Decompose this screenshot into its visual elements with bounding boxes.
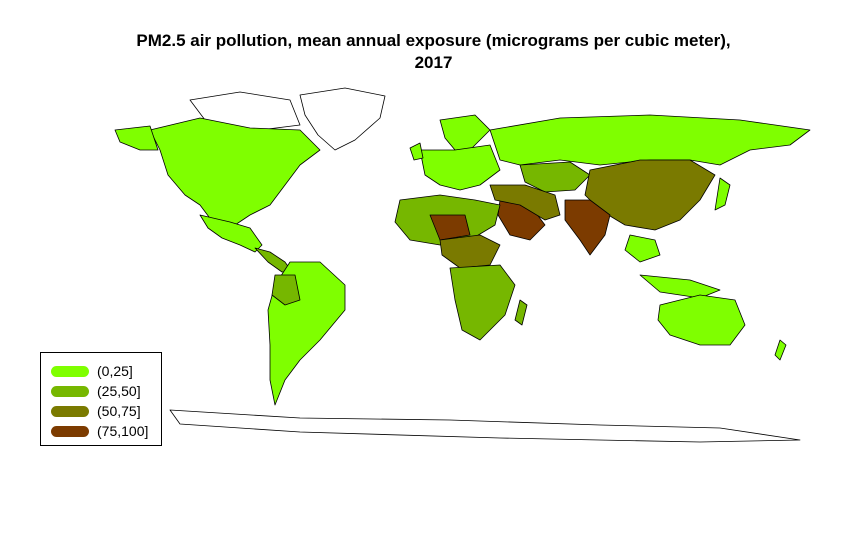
legend-item: (75,100] — [51, 421, 148, 441]
legend-label-2: (50,75] — [97, 403, 141, 419]
region-middle-east — [489, 184, 561, 221]
map-title-line-2: 2017 — [414, 53, 453, 72]
legend-swatch-0 — [51, 365, 89, 377]
region-southern-africa — [449, 264, 516, 341]
region-indonesia — [639, 274, 721, 299]
region-central-africa — [439, 234, 501, 269]
region-southeast-asia — [624, 234, 661, 263]
region-australia — [657, 294, 746, 346]
region-north-america — [149, 117, 321, 226]
region-scandinavia — [439, 114, 491, 151]
legend-label-1: (25,50] — [97, 383, 141, 399]
legend-swatch-3 — [51, 425, 89, 437]
region-madagascar — [514, 299, 528, 326]
map-title-line-1: PM2.5 air pollution, mean annual exposur… — [136, 31, 731, 50]
legend-swatch-1 — [51, 385, 89, 397]
region-new-zealand — [774, 339, 787, 361]
region-alaska — [114, 125, 159, 151]
legend-item: (25,50] — [51, 381, 141, 401]
map-title: PM2.5 air pollution, mean annual exposur… — [0, 30, 867, 74]
region-greenland — [299, 87, 386, 151]
region-central-asia — [519, 161, 591, 193]
region-antarctica — [169, 409, 801, 443]
legend-label-0: (0,25] — [97, 363, 133, 379]
region-russia — [489, 114, 811, 166]
region-andes — [271, 274, 301, 306]
region-mexico — [199, 214, 263, 253]
region-japan — [714, 177, 731, 211]
legend-swatch-2 — [51, 405, 89, 417]
map-legend: (0,25] (25,50] (50,75] (75,100] — [40, 352, 162, 446]
region-sahel — [429, 214, 471, 241]
legend-item: (0,25] — [51, 361, 133, 381]
legend-item: (50,75] — [51, 401, 141, 421]
region-south-asia-india — [564, 199, 611, 256]
legend-label-3: (75,100] — [97, 423, 149, 439]
region-uk — [409, 142, 424, 161]
region-europe — [419, 144, 501, 191]
